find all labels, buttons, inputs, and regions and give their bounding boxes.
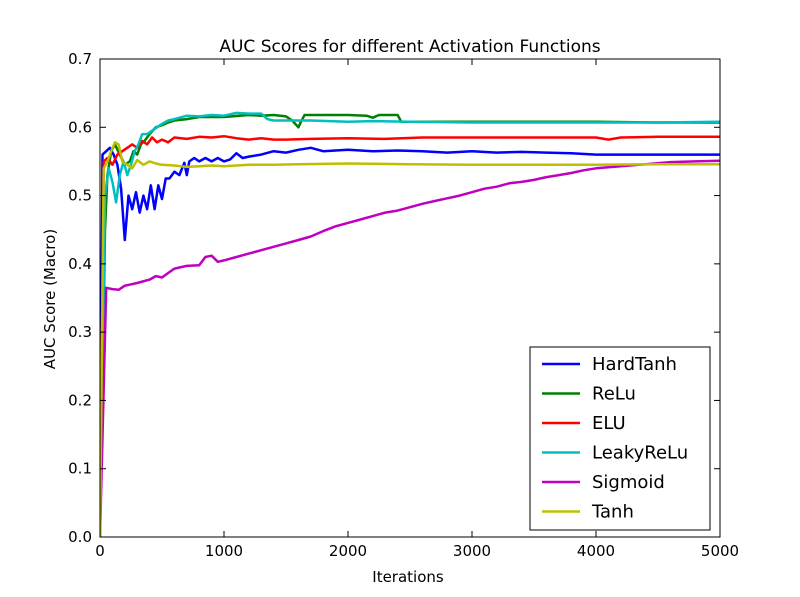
legend-label: Sigmoid <box>592 472 665 493</box>
x-tick-label: 4000 <box>577 542 615 560</box>
legend-item: ReLu <box>542 384 636 405</box>
legend-label: ReLu <box>592 384 636 405</box>
x-tick-label: 0 <box>95 542 105 560</box>
series-line-tanh <box>100 141 720 538</box>
legend-item: LeakyReLu <box>542 443 688 464</box>
legend-item: HardTanh <box>542 354 677 375</box>
x-tick-label: 2000 <box>329 542 367 560</box>
y-tick-label: 0.6 <box>68 118 92 136</box>
y-tick-label: 0.5 <box>68 187 92 205</box>
y-tick-label: 0.3 <box>68 323 92 341</box>
y-tick-label: 0.0 <box>68 528 92 546</box>
y-axis-label: AUC Score (Macro) <box>41 229 59 369</box>
y-tick-label: 0.1 <box>68 460 92 478</box>
legend-label: HardTanh <box>592 354 677 375</box>
chart-title: AUC Scores for different Activation Func… <box>219 37 600 57</box>
series-line-hardtanh <box>100 146 720 538</box>
plot-frame <box>99 58 721 538</box>
axes: 0 1000 2000 3000 4000 5000 0.0 0.1 0.2 0.3 0.4 0.5 0… <box>68 50 739 560</box>
x-tick-label: 5000 <box>701 542 739 560</box>
plot-area <box>100 111 720 538</box>
legend-item: ELU <box>542 413 626 434</box>
series-line-elu <box>100 134 720 538</box>
y-tick-label: 0.4 <box>68 255 92 273</box>
x-tick-label: 3000 <box>453 542 491 560</box>
y-tick-label: 0.7 <box>68 50 92 68</box>
legend-label: LeakyReLu <box>592 443 688 464</box>
series-line-sigmoid <box>100 159 720 538</box>
y-tick-label: 0.2 <box>68 391 92 409</box>
legend-item: Sigmoid <box>542 472 665 493</box>
legend: HardTanh ReLu ELU LeakyReLu Sigmoid Tanh <box>529 346 711 531</box>
legend-label: ELU <box>592 413 626 434</box>
series-line-relu <box>100 113 720 538</box>
x-axis-label: Iterations <box>372 568 444 586</box>
legend-item: Tanh <box>542 502 634 523</box>
x-tick-label: 1000 <box>205 542 243 560</box>
legend-label: Tanh <box>591 502 634 523</box>
legend-box <box>529 346 711 531</box>
